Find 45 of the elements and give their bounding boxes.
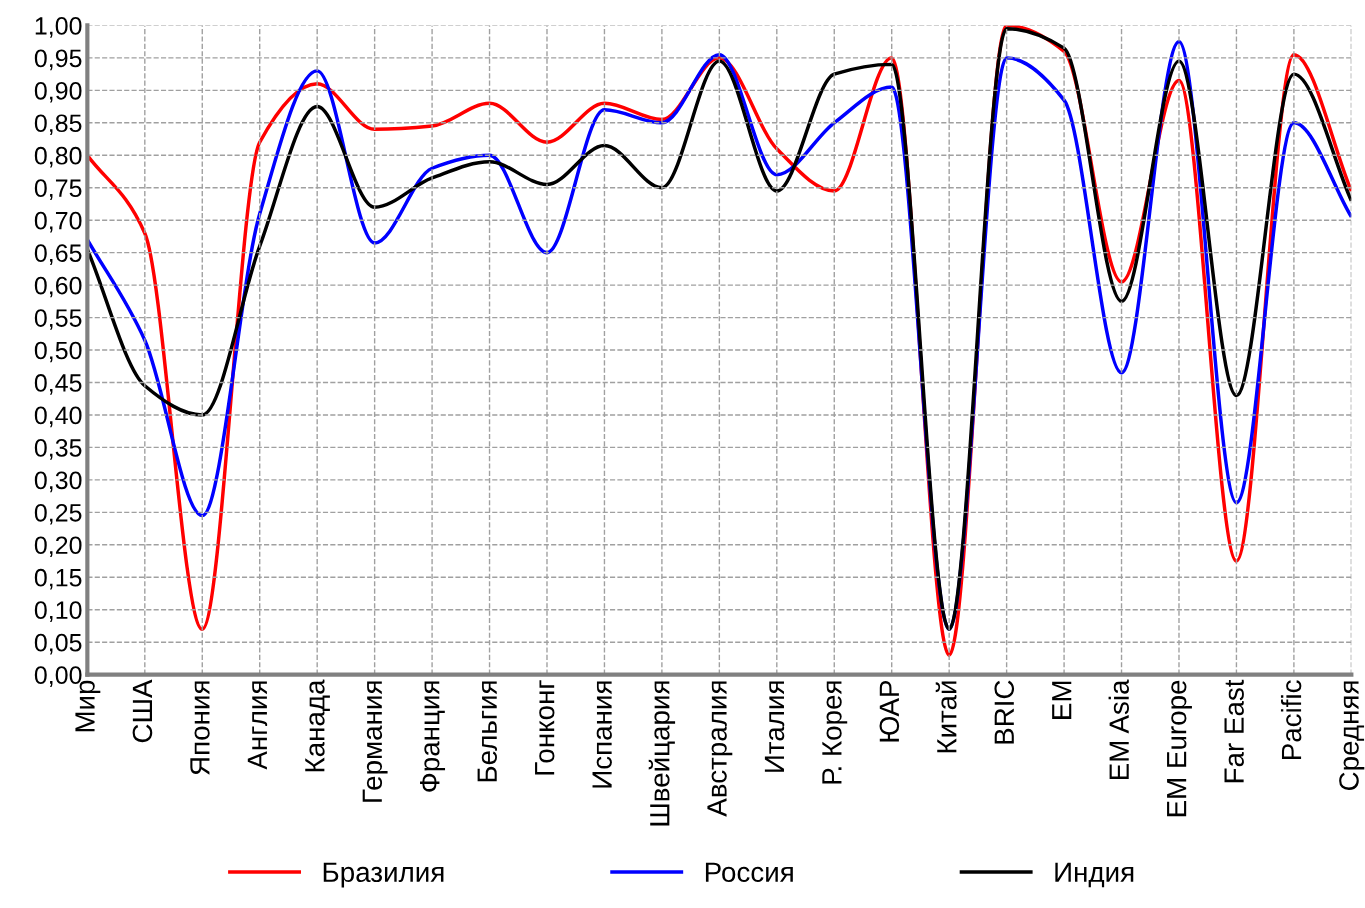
x-tick-label: Италия <box>764 681 785 772</box>
x-tick-label: Far East <box>1224 679 1244 783</box>
y-tick-label: 1,00 <box>35 17 82 38</box>
x-tick-label: Англия <box>247 681 268 770</box>
x-tick-label: Франция <box>420 681 446 792</box>
x-tick-label: EM <box>1052 681 1072 719</box>
y-tick-label: 0,75 <box>34 179 82 200</box>
x-tick-label: Гонконг <box>535 680 555 775</box>
x-tick-label: Германия <box>362 681 388 802</box>
x-tick-label: Австралия <box>707 681 733 817</box>
x-tick-label: BRIC <box>994 680 1015 744</box>
x-tick-label: EM Asia <box>1108 679 1129 780</box>
x-tick-label: США <box>132 679 153 743</box>
y-tick-label: 0,95 <box>34 49 82 71</box>
y-tick-label: 0,35 <box>34 439 82 460</box>
y-tick-label: 0,05 <box>34 633 82 655</box>
x-tick-label: Pacific <box>1280 680 1302 760</box>
y-tick-label: 0,20 <box>34 536 82 558</box>
x-tick-label: Япония <box>190 681 210 775</box>
x-tick-label: Бельгия <box>477 681 497 782</box>
y-tick-label: 0,85 <box>34 114 82 136</box>
y-tick-label: 0,40 <box>34 406 82 428</box>
y-tick-label: 0,80 <box>34 146 82 168</box>
x-tick-label: Средняя <box>1339 681 1365 791</box>
x-tick-label: EM Europe <box>1167 680 1192 817</box>
y-tick-label: 0,10 <box>34 601 82 622</box>
y-tick-label: 0,25 <box>34 503 82 525</box>
x-tick-label: ЮАР <box>879 680 900 742</box>
y-tick-label: 0,65 <box>34 244 82 265</box>
y-tick-label: 0,60 <box>34 276 82 298</box>
x-tick-label: Канада <box>305 679 330 772</box>
y-tick-label: 0,90 <box>34 81 82 103</box>
legend-label: Индия <box>1055 862 1134 888</box>
y-tick-label: 0,50 <box>34 341 82 363</box>
x-tick-label: Швейцария <box>648 681 676 826</box>
x-tick-label: Испания <box>592 681 612 788</box>
legend-label: Бразилия <box>323 862 444 888</box>
y-tick-label: 0,45 <box>34 374 82 395</box>
y-tick-label: 0,70 <box>34 211 82 233</box>
legend-label: Россия <box>705 862 793 883</box>
x-tick-label: Китай <box>935 681 957 753</box>
y-tick-label: 0,15 <box>34 568 82 590</box>
y-tick-label: 0,30 <box>34 471 82 493</box>
y-tick-label: 0,55 <box>34 309 82 330</box>
x-tick-label: Р. Корея <box>822 681 848 784</box>
